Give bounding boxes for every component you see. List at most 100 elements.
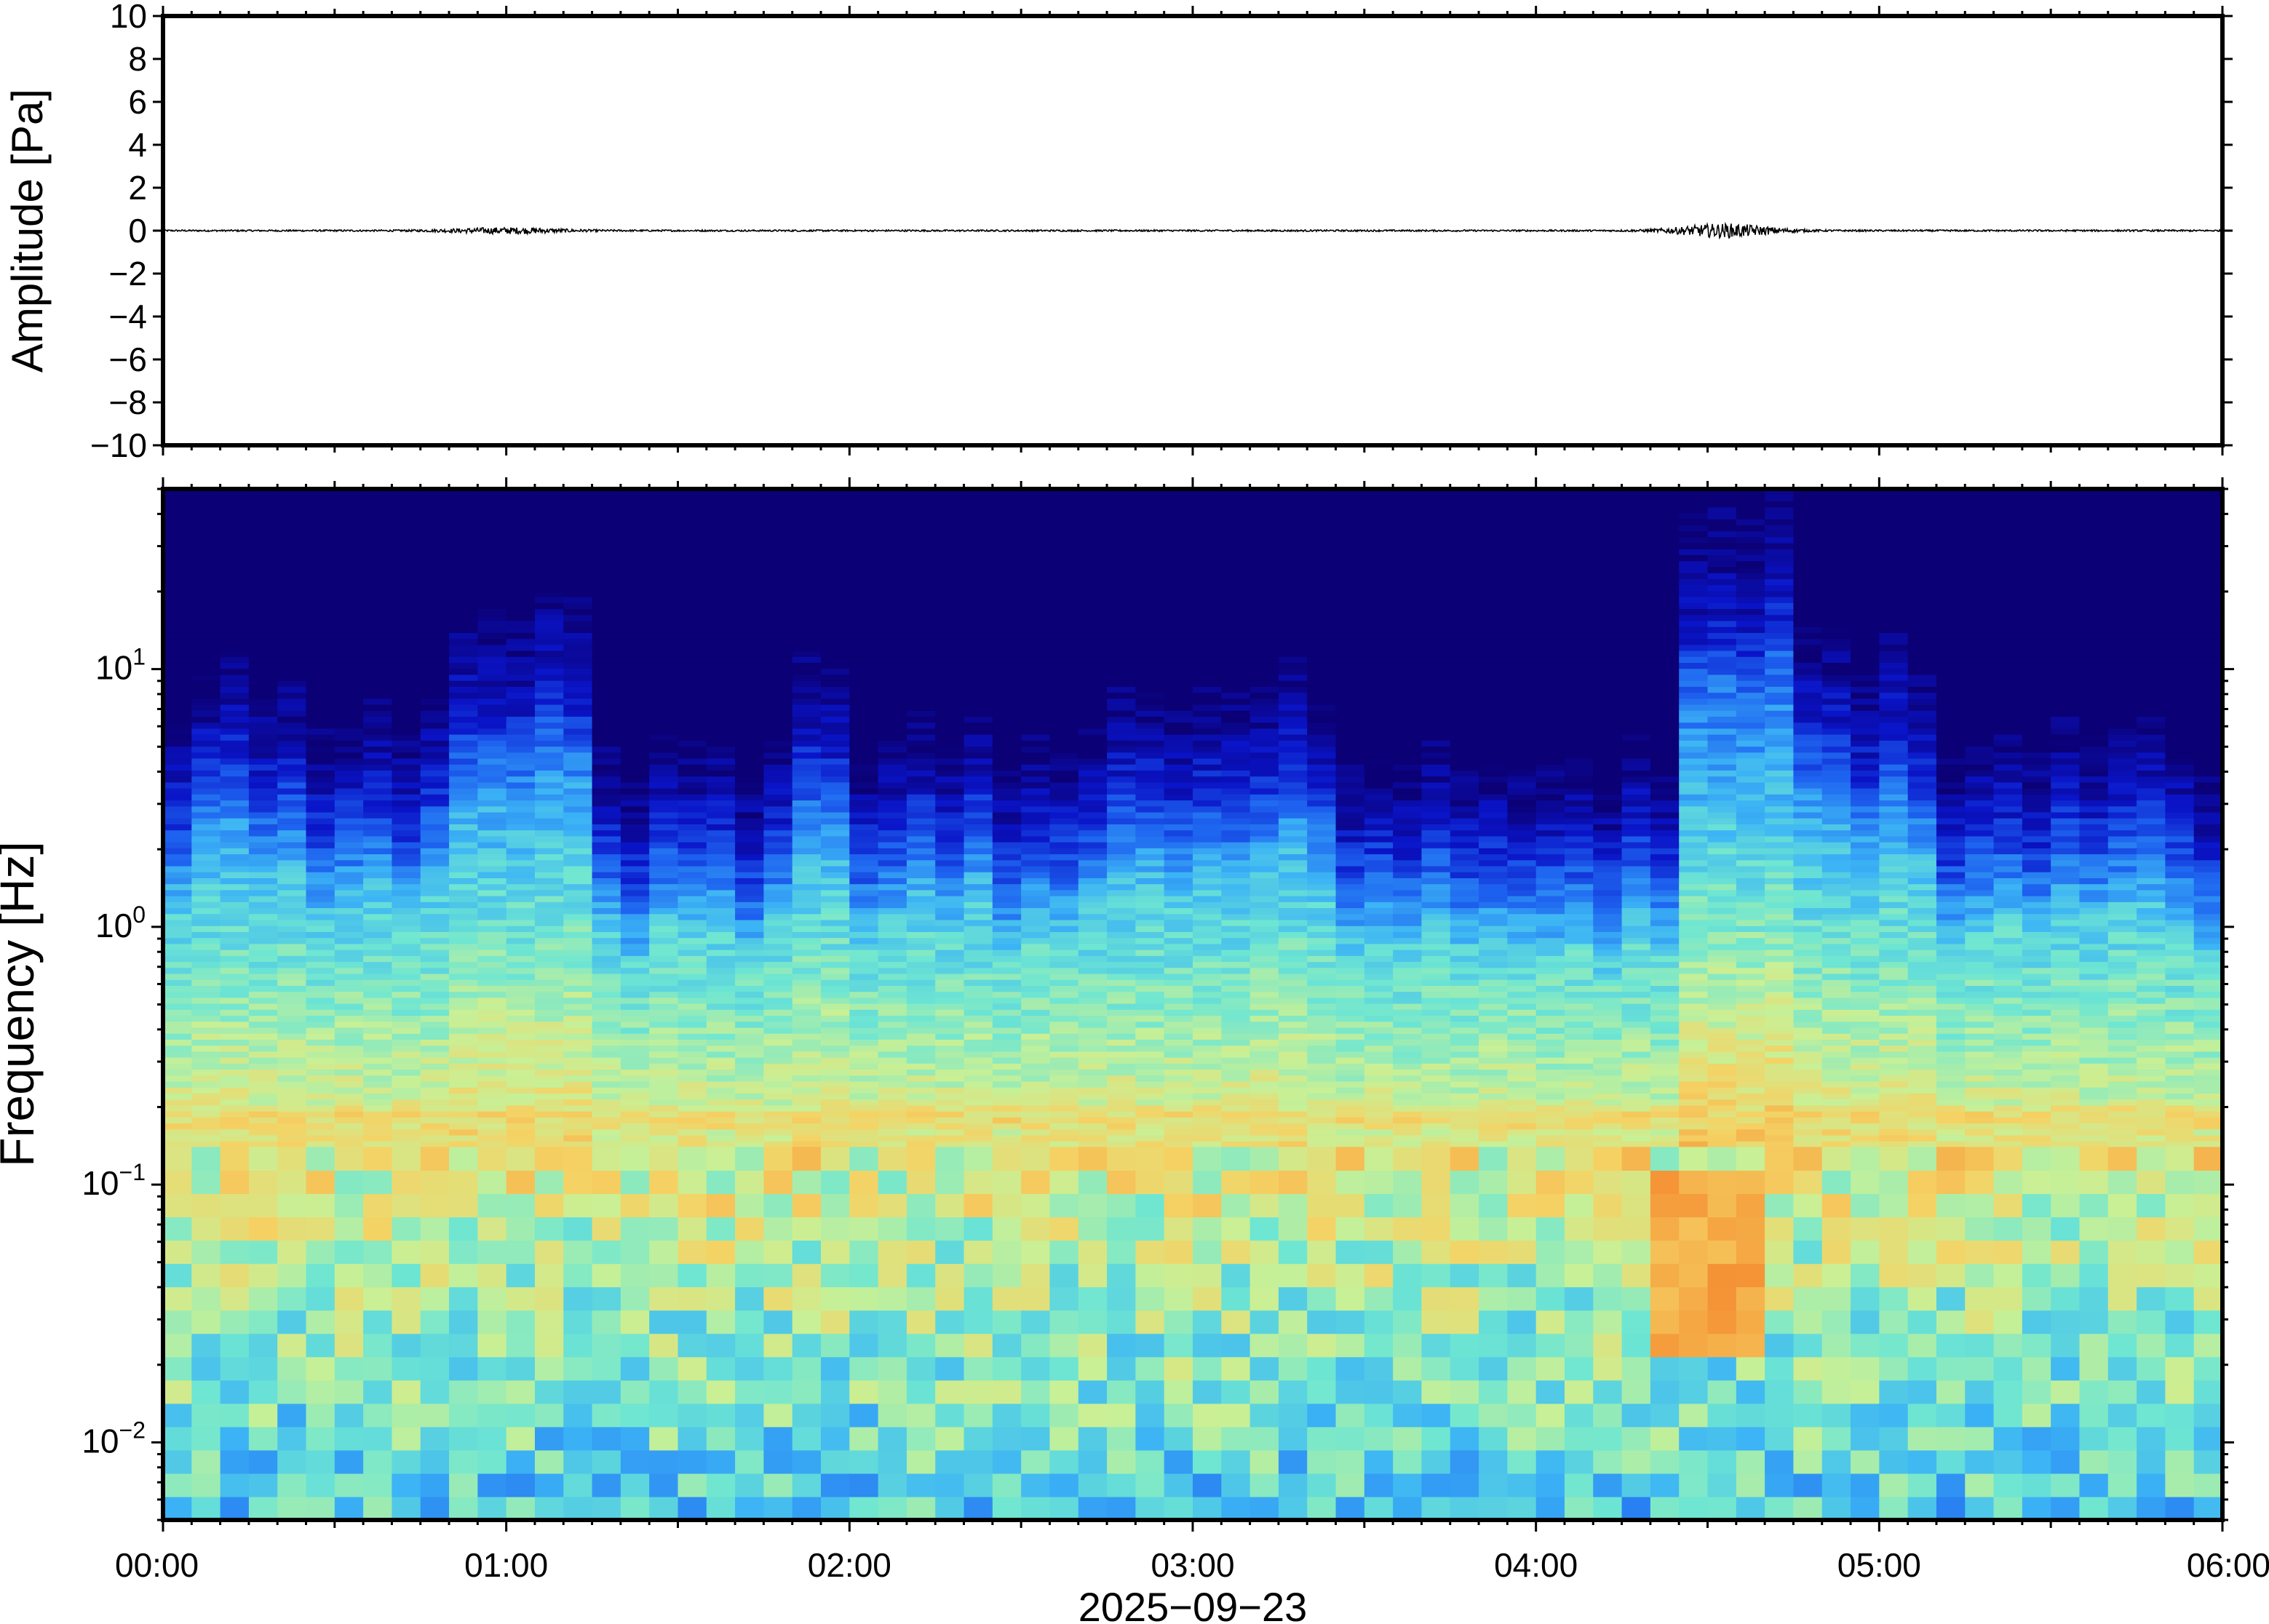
spectrogram-cell (878, 530, 907, 538)
spectrogram-cell (1135, 842, 1165, 848)
spectrogram-cell (1078, 704, 1108, 711)
spectrogram-cell (191, 1057, 221, 1064)
spectrogram-cell (420, 734, 450, 741)
spectrogram-cell (1193, 1021, 1222, 1028)
spectrogram-cell (449, 608, 478, 616)
spectrogram-cell (1135, 955, 1165, 963)
spectrogram-cell (534, 889, 564, 896)
spectrogram-cell (677, 608, 707, 616)
spectrogram-cell (735, 728, 765, 735)
spectrogram-cell (935, 656, 965, 664)
spectrogram-cell (277, 692, 307, 699)
spectrogram-cell (220, 662, 250, 669)
spectrogram-cell (506, 1193, 536, 1218)
spectrogram-cell (821, 620, 850, 627)
spectrogram-cell (821, 1069, 850, 1076)
spectrogram-cell (1021, 1057, 1051, 1064)
spectrogram-cell (821, 824, 850, 831)
spectrogram-cell (906, 943, 936, 950)
spectrogram-cell (792, 710, 822, 717)
spectrogram-cell (420, 931, 450, 939)
spectrogram-cell (1164, 560, 1193, 568)
spectrogram-cell (306, 1134, 335, 1142)
spectrogram-cell (1078, 752, 1108, 759)
spectrogram-cell (306, 794, 335, 801)
spectrogram-cell (1164, 1403, 1193, 1428)
spectrogram-cell (420, 973, 450, 980)
spectrogram-cell (849, 554, 879, 562)
spectrogram-cell (1249, 1134, 1279, 1142)
spectrogram-cell (534, 985, 564, 992)
spectrogram-cell (363, 800, 393, 807)
spectrogram-cell (1193, 1069, 1222, 1076)
spectrogram-cell (1107, 997, 1136, 1004)
spectrogram-cell (677, 1147, 707, 1171)
spectrogram-cell (849, 1051, 879, 1058)
spectrogram-cell (792, 991, 822, 998)
spectrogram-cell (677, 1021, 707, 1028)
spectrogram-cell (306, 1093, 335, 1100)
spectrogram-cell (821, 913, 850, 920)
spectrogram-cell (1221, 1356, 1251, 1381)
spectrogram-cell (363, 584, 393, 592)
spectrogram-cell (849, 1003, 879, 1010)
spectrogram-cell (1221, 1147, 1251, 1171)
spectrogram-cell (935, 1473, 965, 1497)
spectrogram-cell (363, 1009, 393, 1016)
spectrogram-cell (620, 578, 650, 586)
spectrogram-cell (620, 1051, 650, 1058)
spectrogram-cell (792, 1426, 822, 1451)
spectrogram-cell (534, 740, 564, 747)
spectrogram-cell (306, 1003, 335, 1010)
spectrogram-cell (935, 985, 965, 992)
spectrogram-cell (420, 1310, 450, 1334)
spectrogram-cell (620, 549, 650, 556)
spectrogram-cell (992, 889, 1022, 896)
spectrogram-cell (220, 805, 250, 813)
spectrogram-cell (277, 1123, 307, 1130)
spectrogram-cell (763, 698, 793, 705)
spectrogram-cell (878, 764, 907, 771)
spectrogram-cell (735, 1403, 765, 1428)
spectrogram-cell (1107, 1356, 1136, 1381)
spectrogram-cell (191, 680, 221, 687)
spectrogram-cell (477, 818, 507, 824)
spectrogram-cell (363, 835, 393, 843)
spectrogram-cell (906, 1123, 936, 1130)
spectrogram-cell (534, 573, 564, 579)
spectrogram-cell (592, 985, 621, 992)
spectrogram-cell (449, 1496, 478, 1521)
spectrogram-cell (1078, 1426, 1108, 1451)
spectrogram-cell (763, 692, 793, 699)
spectrogram-cell (1164, 632, 1193, 640)
spectrogram-cell (306, 1496, 335, 1521)
spectrogram-cell (592, 644, 621, 651)
spectrogram-cell (1135, 811, 1165, 819)
spectrogram-cell (334, 961, 364, 968)
spectrogram-cell (763, 1129, 793, 1136)
spectrogram-cell (1107, 1117, 1136, 1124)
spectrogram-cell (277, 560, 307, 568)
spectrogram-cell (449, 961, 478, 968)
spectrogram-cell (963, 1496, 993, 1521)
spectrogram-cell (306, 853, 335, 861)
spectrogram-cell (534, 560, 564, 568)
spectrogram-cell (392, 955, 421, 963)
spectrogram-cell (906, 578, 936, 586)
spectrogram-cell (220, 692, 250, 699)
spectrogram-cell (1221, 614, 1251, 621)
spectrogram-cell (363, 937, 393, 944)
spectrogram-cell (1021, 1426, 1051, 1451)
spectrogram-cell (563, 1027, 593, 1034)
spectrogram-cell (306, 573, 335, 579)
spectrogram-cell (1107, 1286, 1136, 1311)
spectrogram-cell (849, 943, 879, 950)
spectrogram-cell (706, 512, 736, 520)
spectrogram-cell (592, 542, 621, 549)
spectrogram-cell (163, 943, 192, 950)
spectrogram-cell (935, 1027, 965, 1034)
spectrogram-cell (392, 752, 421, 759)
spectrogram-cell (563, 1069, 593, 1076)
spectrogram-cell (1021, 835, 1051, 843)
spectrogram-cell (392, 692, 421, 699)
